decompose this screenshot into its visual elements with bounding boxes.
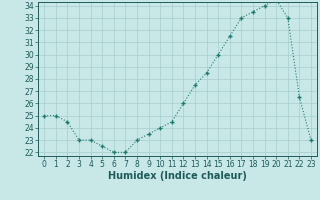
- X-axis label: Humidex (Indice chaleur): Humidex (Indice chaleur): [108, 171, 247, 181]
